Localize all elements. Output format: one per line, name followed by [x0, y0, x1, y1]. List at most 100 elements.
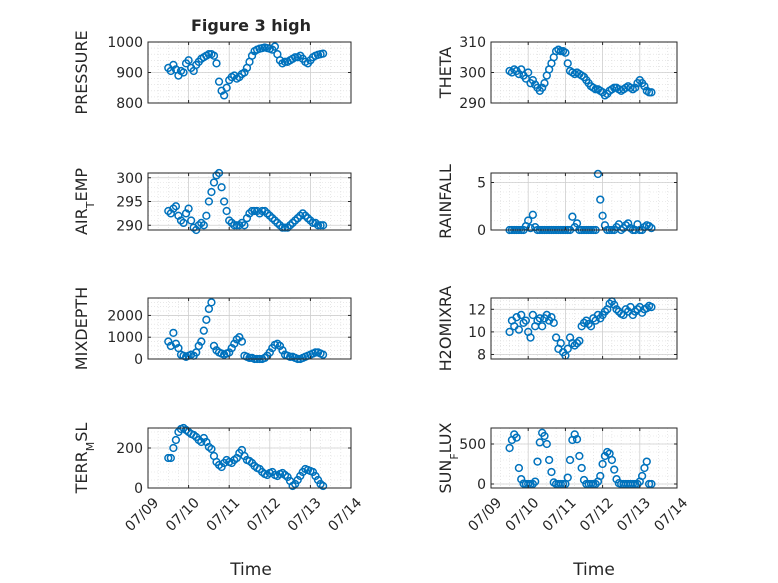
data-series [164, 168, 328, 235]
data-point [164, 337, 173, 346]
data-point [561, 48, 570, 57]
data-point [535, 314, 544, 323]
data-point [230, 339, 239, 348]
data-point [265, 348, 274, 357]
data-point [278, 346, 287, 355]
y-axis-label: MIXDEPTH [72, 287, 91, 370]
y-tick-label: 10 [468, 325, 486, 341]
data-point [533, 457, 542, 466]
data-point [598, 459, 607, 469]
data-point [600, 307, 610, 316]
data-point [572, 435, 582, 444]
data-point [540, 431, 549, 441]
data-point [610, 300, 619, 309]
subplot-mixdepth: 0 1000 2000 MIXDEPTH [72, 287, 352, 370]
subplot-pressure: 800 900 1000 PRESSURE [72, 30, 352, 115]
data-point [631, 83, 640, 92]
data-point [186, 216, 196, 225]
data-point [270, 42, 280, 51]
data-point [318, 49, 328, 58]
data-point [605, 299, 614, 308]
data-point [204, 50, 214, 59]
y-tick-label: 290 [116, 218, 143, 234]
data-point [538, 83, 547, 92]
data-point [647, 302, 656, 312]
data-point [219, 91, 229, 100]
data-point [575, 451, 584, 461]
data-point [240, 221, 249, 230]
y-axis-label: RAINFALL [436, 164, 455, 239]
data-point [225, 348, 234, 357]
y-tick-label: 800 [116, 96, 143, 112]
data-point [230, 221, 239, 230]
data-point [575, 336, 584, 346]
data-point [247, 206, 257, 216]
data-point [313, 221, 323, 230]
data-point [514, 69, 524, 79]
data-point [202, 211, 211, 220]
data-point [563, 473, 572, 482]
y-tick-label: 5 [477, 176, 486, 192]
y-axis-label: AIRTEMP [72, 168, 97, 235]
data-point [591, 479, 600, 489]
data-point [207, 444, 216, 454]
data-point [521, 316, 531, 325]
data-point [624, 219, 633, 228]
data-point [517, 475, 526, 484]
data-point [538, 322, 547, 331]
data-point [199, 221, 208, 230]
data-point [237, 337, 247, 346]
data-point [542, 439, 551, 449]
subplot-h2omixra: 8 10 12 H2OMIXRA [436, 286, 678, 371]
data-point [235, 333, 244, 342]
y-axis-label: PRESSURE [72, 30, 91, 114]
y-tick-label: 0 [134, 352, 143, 368]
data-point [598, 211, 607, 220]
data-point [593, 169, 603, 179]
data-point [519, 318, 528, 328]
data-point [199, 326, 208, 335]
data-point [549, 318, 558, 328]
data-point [179, 218, 188, 228]
data-point [572, 339, 582, 348]
data-point [642, 457, 651, 466]
xlabel-left: Time [229, 560, 272, 580]
data-point [209, 178, 219, 187]
data-point [179, 68, 188, 77]
data-point [579, 318, 589, 328]
data-point [169, 443, 178, 453]
data-series [164, 423, 328, 491]
data-point [556, 339, 565, 348]
data-point [166, 341, 175, 351]
data-point [184, 204, 193, 213]
y-tick-label: 290 [459, 96, 486, 112]
data-point [544, 455, 554, 465]
data-point [318, 221, 328, 230]
y-axis-label: THETA [436, 47, 455, 99]
data-point [505, 443, 514, 453]
axes-box [490, 427, 678, 489]
data-point [245, 353, 254, 363]
data-point [565, 455, 575, 465]
data-point [169, 328, 178, 338]
data-point [209, 341, 219, 351]
data-point [607, 455, 617, 465]
data-point [577, 463, 586, 473]
data-point [596, 195, 605, 204]
data-point [194, 341, 203, 351]
data-point [528, 210, 537, 219]
data-point [612, 305, 621, 314]
data-point [600, 221, 610, 230]
data-series [164, 42, 328, 100]
data-point [209, 51, 219, 60]
data-point [291, 53, 300, 62]
data-point [642, 304, 651, 313]
data-point [166, 453, 175, 463]
y-tick-label: 8 [477, 347, 486, 363]
data-point [207, 298, 216, 307]
data-point [524, 216, 533, 225]
data-point [207, 187, 216, 197]
data-point [528, 75, 537, 85]
data-point [505, 327, 514, 337]
